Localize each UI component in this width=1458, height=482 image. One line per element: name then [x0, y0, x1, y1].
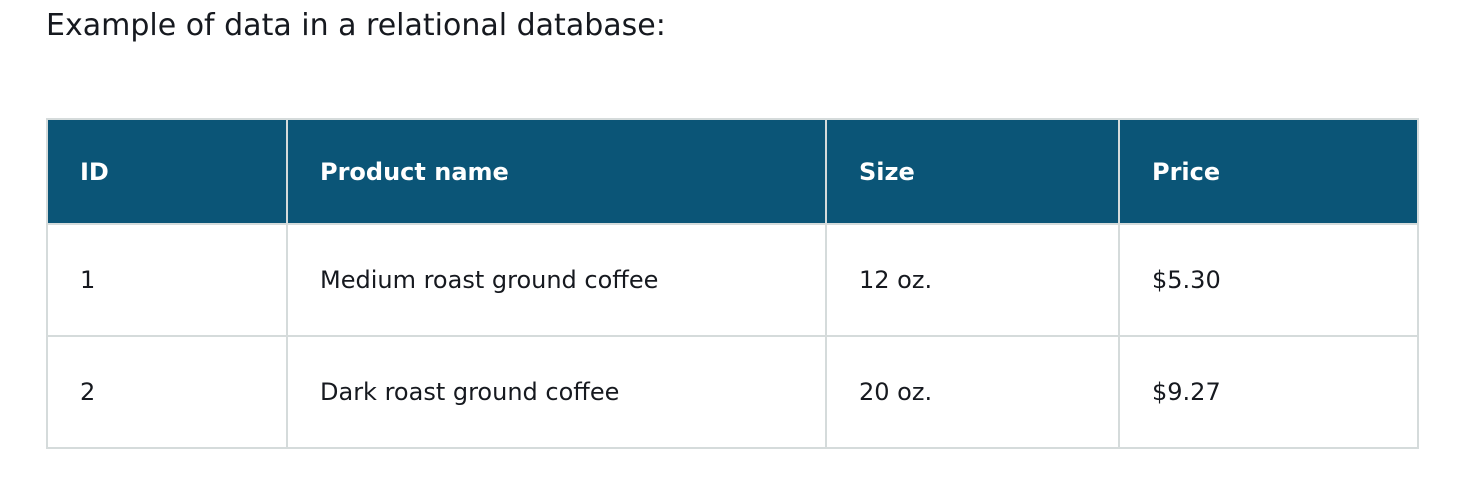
table-row: 1 Medium roast ground coffee 12 oz. $5.3…: [46, 223, 1419, 337]
table-header-row: ID Product name Size Price: [46, 118, 1419, 225]
cell-id: 1: [46, 223, 288, 337]
table-body: 1 Medium roast ground coffee 12 oz. $5.3…: [46, 223, 1419, 449]
cell-size: 12 oz.: [825, 223, 1120, 337]
cell-product-name: Dark roast ground coffee: [286, 335, 827, 449]
column-header-product-name: Product name: [286, 118, 827, 225]
table-header: ID Product name Size Price: [46, 118, 1419, 225]
cell-id: 2: [46, 335, 288, 449]
cell-price: $5.30: [1118, 223, 1419, 337]
table-row: 2 Dark roast ground coffee 20 oz. $9.27: [46, 335, 1419, 449]
cell-product-name: Medium roast ground coffee: [286, 223, 827, 337]
intro-text: Example of data in a relational database…: [46, 8, 666, 43]
cell-price: $9.27: [1118, 335, 1419, 449]
cell-size: 20 oz.: [825, 335, 1120, 449]
column-header-size: Size: [825, 118, 1120, 225]
column-header-price: Price: [1118, 118, 1419, 225]
column-header-id: ID: [46, 118, 288, 225]
product-table: ID Product name Size Price 1 Medium roas…: [46, 118, 1419, 449]
